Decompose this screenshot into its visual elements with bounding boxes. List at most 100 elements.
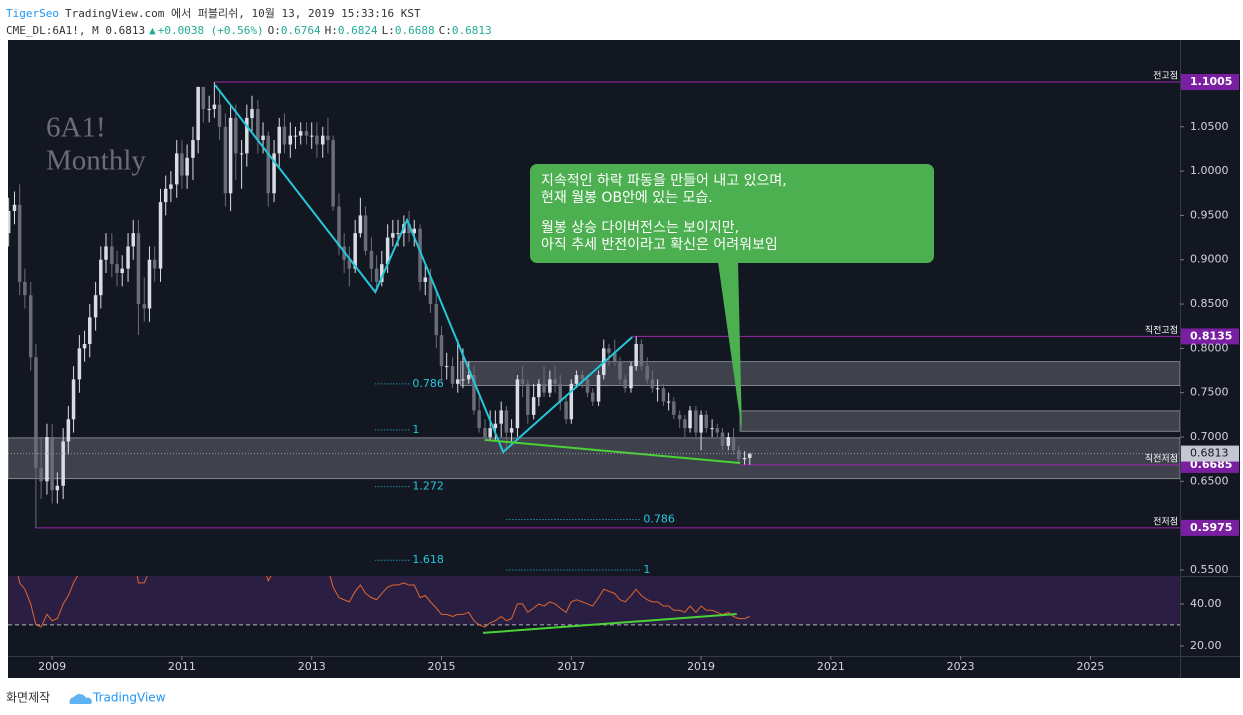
order-block-zone bbox=[459, 361, 1180, 387]
candle-body bbox=[683, 419, 687, 429]
candle-body bbox=[461, 379, 465, 381]
candle-body bbox=[396, 233, 400, 235]
candle-body bbox=[574, 374, 579, 384]
candle-body bbox=[142, 304, 147, 309]
candle-body bbox=[315, 135, 319, 145]
rsi-divergence-line bbox=[482, 613, 737, 634]
candle-body bbox=[726, 437, 731, 446]
change: +0.0038 (+0.56%) bbox=[158, 24, 264, 37]
candle-body bbox=[28, 295, 33, 358]
rsi-y-tick-label: 20.00 bbox=[1190, 639, 1222, 652]
x-tick-label: 2017 bbox=[557, 660, 585, 673]
candle-body bbox=[12, 204, 17, 211]
candle-body bbox=[358, 215, 363, 234]
candle-body bbox=[699, 414, 703, 433]
rsi-band bbox=[8, 576, 1180, 625]
candle-body bbox=[694, 410, 698, 433]
candle-body bbox=[553, 379, 557, 384]
candle-body bbox=[720, 432, 725, 446]
candle-body bbox=[320, 135, 325, 145]
candle-body bbox=[256, 109, 260, 141]
candle-body bbox=[736, 450, 741, 460]
candle-body bbox=[191, 140, 195, 158]
ohlc-label: O: bbox=[268, 24, 281, 37]
candle-body bbox=[688, 410, 692, 429]
level-price-label: 0.8135 bbox=[1190, 329, 1232, 342]
ohlc-label: L: bbox=[382, 24, 395, 37]
candle-body bbox=[450, 366, 455, 384]
candle-body bbox=[455, 379, 460, 384]
x-tick-label: 2021 bbox=[817, 660, 845, 673]
wave-line bbox=[214, 84, 633, 454]
candle-body bbox=[526, 383, 530, 415]
x-tick-label: 2011 bbox=[168, 660, 196, 673]
candle-body bbox=[223, 126, 228, 194]
candle-body bbox=[650, 379, 655, 389]
candle-body bbox=[99, 259, 103, 296]
candle-body bbox=[363, 215, 368, 251]
candle-body bbox=[742, 457, 747, 460]
rsi-y-tick-label: 40.00 bbox=[1190, 597, 1222, 610]
candle-body bbox=[293, 135, 298, 137]
candle-body bbox=[418, 228, 422, 282]
rsi-line bbox=[17, 576, 750, 628]
header: TigerSeo TradingView.com 에서 퍼블리쉬, 10월 13,… bbox=[6, 7, 421, 20]
candle-body bbox=[677, 414, 682, 420]
candle-body bbox=[613, 352, 617, 362]
candle-body bbox=[439, 335, 444, 367]
watermark: Monthly bbox=[46, 145, 146, 177]
callout: 지속적인 하락 파동을 만들어 내고 있으며, 현재 월봉 OB안에 있는 모습… bbox=[530, 164, 934, 432]
candle-body bbox=[353, 233, 357, 269]
fib-label: 1.618 bbox=[412, 553, 444, 566]
candle-body bbox=[212, 104, 217, 110]
candle-body bbox=[666, 401, 671, 403]
candle-body bbox=[655, 388, 660, 390]
order-block-zone bbox=[739, 410, 1180, 432]
candle-body bbox=[8, 210, 11, 234]
ohlc-value: 0.6764 bbox=[281, 24, 321, 37]
y-tick-label: 0.7500 bbox=[1190, 386, 1229, 399]
ohlc-value: 0.6824 bbox=[338, 24, 378, 37]
callout-box bbox=[530, 164, 934, 263]
candle-body bbox=[23, 281, 27, 296]
y-tick-label: 0.9000 bbox=[1190, 253, 1229, 266]
y-tick-label: 0.8500 bbox=[1190, 297, 1229, 310]
candle-body bbox=[66, 419, 71, 442]
ohlc-value: 0.6688 bbox=[395, 24, 435, 37]
y-tick-label: 0.9500 bbox=[1190, 208, 1229, 221]
candle-body bbox=[110, 246, 114, 265]
candle-body bbox=[385, 237, 390, 265]
candle-body bbox=[499, 410, 503, 424]
candle-body bbox=[288, 135, 293, 145]
up-arrow: ▲ bbox=[149, 24, 156, 37]
level-tag: 직전고점 bbox=[1145, 324, 1178, 336]
x-tick-label: 2023 bbox=[947, 660, 975, 673]
candle-body bbox=[88, 317, 92, 344]
candle-body bbox=[618, 361, 622, 380]
candle-body bbox=[715, 428, 720, 433]
candle-body bbox=[607, 348, 611, 353]
candle-body bbox=[337, 206, 341, 247]
candle-body bbox=[71, 379, 76, 420]
divergence-line bbox=[484, 438, 741, 464]
x-tick-label: 2013 bbox=[298, 660, 326, 673]
candle-body bbox=[147, 259, 152, 309]
candle-body bbox=[488, 428, 492, 438]
candle-body bbox=[309, 135, 314, 137]
candle-body bbox=[207, 109, 211, 111]
candle-body bbox=[423, 277, 428, 282]
candle-body bbox=[407, 224, 411, 234]
candle-body bbox=[120, 268, 124, 274]
candle-body bbox=[645, 366, 649, 380]
last-price-label: 0.6813 bbox=[1190, 447, 1229, 460]
candle-body bbox=[596, 374, 601, 402]
legend: CME_DL:6A1!, M 0.6813 ▲ +0.0038 (+0.56%) O:… bbox=[6, 24, 492, 37]
y-tick-label: 1.0500 bbox=[1190, 120, 1229, 133]
y-tick-label: 0.7000 bbox=[1190, 430, 1229, 443]
chart-background bbox=[8, 40, 1240, 678]
candle-body bbox=[34, 357, 38, 469]
level-price-box bbox=[1181, 519, 1239, 536]
candle-body bbox=[163, 188, 168, 203]
